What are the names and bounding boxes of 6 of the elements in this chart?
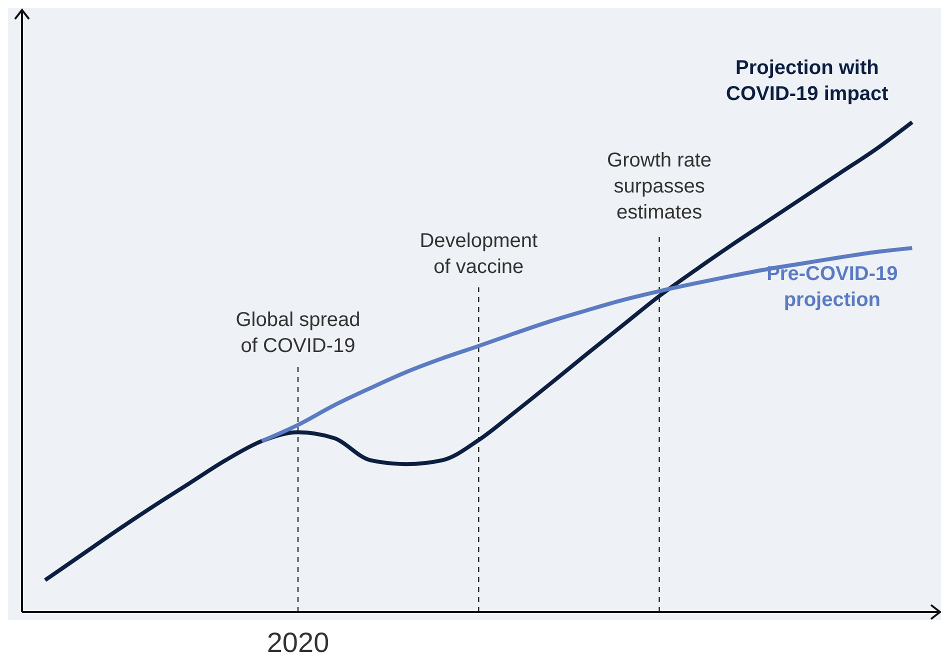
text: 2020 xyxy=(266,627,330,658)
annotation: Growth rate surpasses estimates xyxy=(607,149,712,224)
series-label: Pre-COVID-19 projection xyxy=(766,263,898,312)
annotation: Global spread of COVID-19 xyxy=(236,309,360,358)
annotation: Development of vaccine xyxy=(420,230,538,278)
series-label: Projection with COVID-19 impact xyxy=(726,57,889,106)
